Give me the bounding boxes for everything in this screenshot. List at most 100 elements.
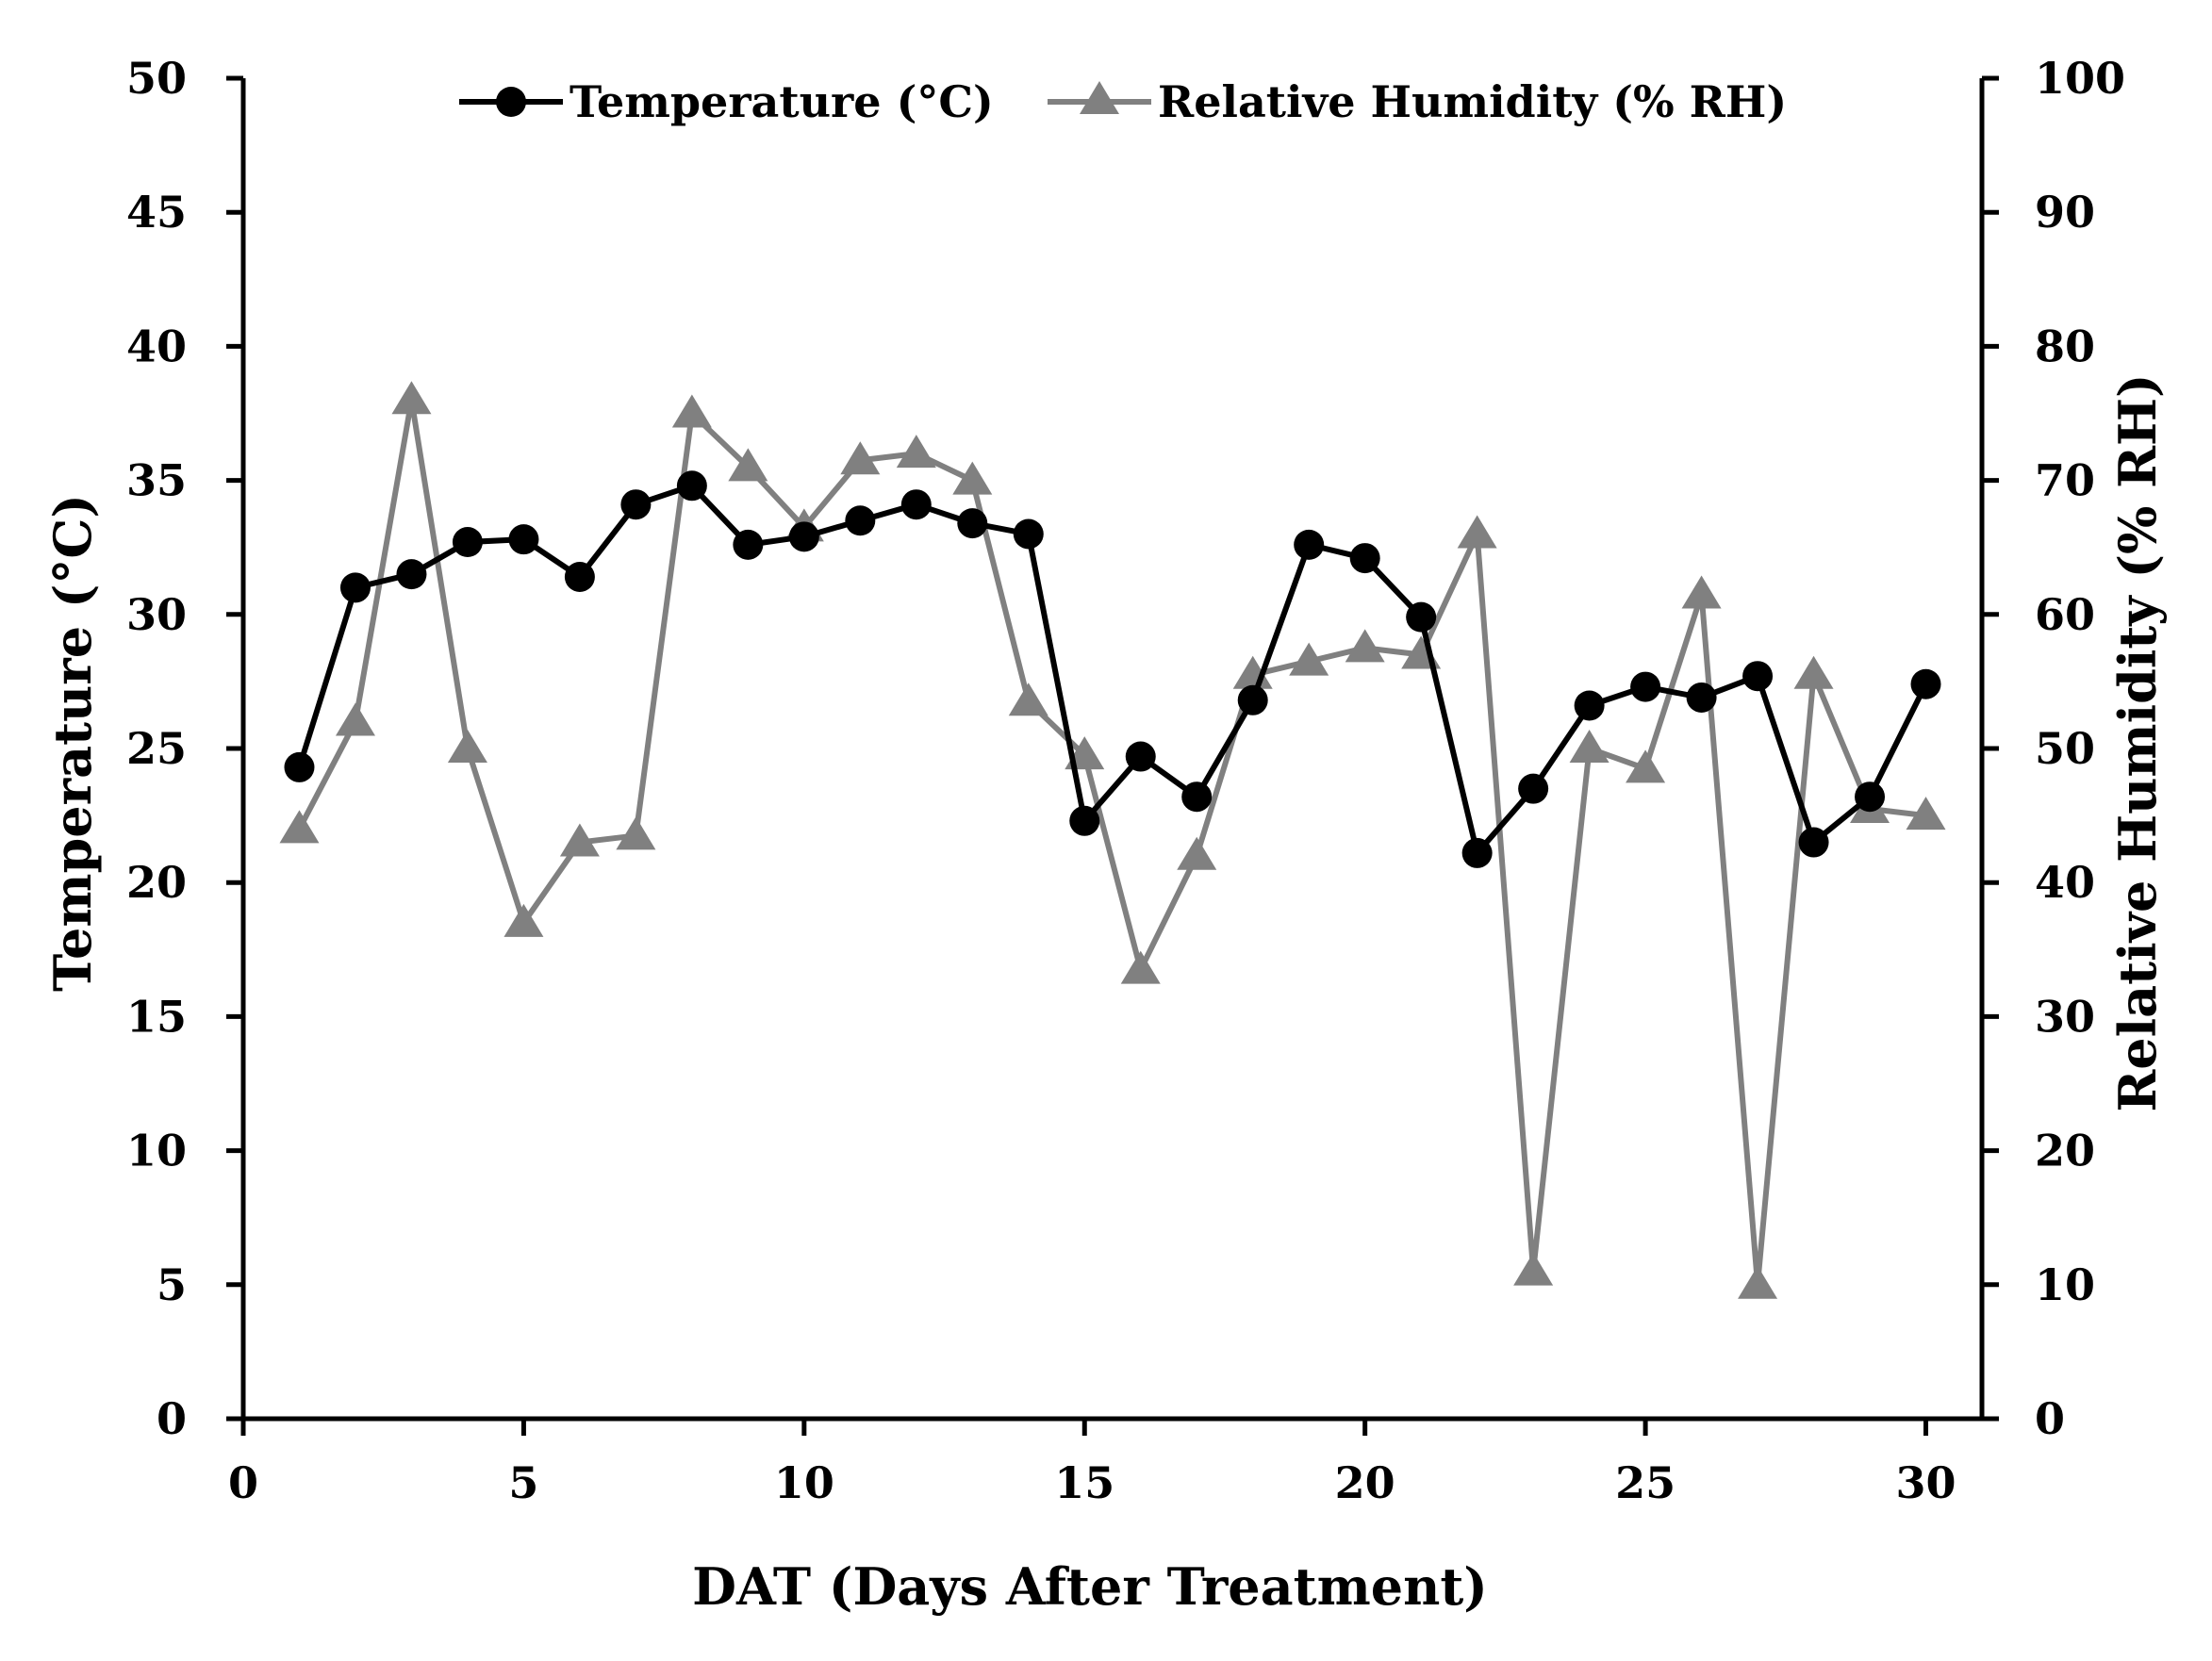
y2-tick-label: 80 (2035, 321, 2095, 371)
data-point (1294, 529, 1325, 560)
data-point (1177, 836, 1217, 870)
legend-item-humidity: Relative Humidity (% RH) (1048, 76, 1787, 127)
data-point (508, 524, 539, 555)
data-point (1906, 797, 1946, 830)
series-line (296, 483, 1929, 856)
series-humidity (279, 381, 1946, 1299)
data-point (1013, 518, 1044, 550)
y-tick-label: 35 (126, 455, 187, 506)
x-tick-label: 0 (228, 1457, 258, 1508)
data-point (452, 527, 483, 558)
data-point (733, 529, 764, 560)
y2-tick-label: 60 (2035, 589, 2095, 640)
y2-tick-label: 70 (2035, 455, 2095, 506)
data-point (788, 521, 819, 552)
data-point (396, 559, 427, 590)
data-point (1686, 682, 1717, 713)
data-point (620, 489, 652, 520)
y-tick-label: 20 (126, 857, 187, 908)
data-point (1120, 950, 1161, 984)
y2-tick-label: 40 (2035, 857, 2095, 908)
data-point (335, 702, 375, 736)
y-tick-label: 15 (126, 991, 187, 1042)
x-tick-label: 5 (508, 1457, 538, 1508)
y-tick-label: 50 (126, 53, 187, 104)
data-point (503, 903, 544, 937)
data-point (1738, 1265, 1778, 1299)
data-point (1349, 543, 1380, 574)
series-temperature (284, 470, 1941, 868)
data-point (1237, 684, 1268, 715)
data-point (1289, 642, 1329, 676)
data-point (1798, 827, 1829, 858)
data-point (1630, 671, 1661, 702)
x-tick-label: 30 (1896, 1457, 1956, 1508)
data-point (840, 441, 881, 475)
legend-item-temperature: Temperature (°C) (459, 76, 994, 127)
data-point (1626, 749, 1666, 783)
data-point (671, 394, 712, 428)
x-tick-label: 15 (1054, 1457, 1114, 1508)
data-point (1345, 629, 1385, 663)
axes (240, 78, 1985, 1422)
x-tick-label: 10 (774, 1457, 834, 1508)
y2-tick-label: 0 (2035, 1393, 2065, 1444)
x-tick-label: 25 (1615, 1457, 1676, 1508)
data-point (845, 505, 876, 536)
data-point (952, 461, 993, 495)
data-point (616, 816, 656, 850)
legend-label: Temperature (°C) (570, 76, 994, 127)
series (279, 381, 1946, 1299)
data-point (1742, 661, 1774, 692)
y2-tick-label: 90 (2035, 187, 2095, 238)
data-point (1008, 682, 1048, 716)
data-point (1910, 668, 1941, 699)
data-point (1569, 730, 1609, 763)
data-point (391, 381, 432, 415)
data-point (284, 751, 315, 782)
data-point (1461, 837, 1493, 868)
y-tick-label: 45 (126, 187, 187, 238)
y-tick-label: 5 (157, 1259, 187, 1310)
data-point (339, 572, 371, 603)
data-point (1069, 805, 1100, 836)
data-point (447, 730, 487, 763)
y-tick-label: 25 (126, 723, 187, 774)
legend-marker-circle (496, 87, 526, 117)
data-point (1181, 781, 1213, 813)
data-point (1513, 1252, 1554, 1286)
data-point (728, 448, 768, 482)
series-line (296, 397, 1926, 1288)
y2-tick-label: 20 (2035, 1126, 2095, 1176)
data-point (900, 489, 932, 520)
data-point (279, 810, 320, 844)
y2-tick-label: 100 (2035, 53, 2125, 104)
y2-axis-title: Relative Humidity (% RH) (2107, 373, 2168, 1111)
x-axis-title: DAT (Days After Treatment) (692, 1556, 1488, 1617)
data-point (564, 561, 595, 592)
data-point (1125, 741, 1156, 772)
y2-tick-label: 30 (2035, 991, 2095, 1042)
y-tick-label: 10 (126, 1126, 187, 1176)
y-tick-label: 30 (126, 589, 187, 640)
data-point (676, 470, 707, 502)
legend: Temperature (°C) Relative Humidity (% RH) (459, 76, 1787, 127)
y2-tick-label: 10 (2035, 1259, 2095, 1310)
y-tick-label: 40 (126, 321, 187, 371)
data-point (1574, 690, 1605, 721)
data-point (1406, 601, 1437, 633)
data-point (1518, 773, 1549, 804)
data-point (896, 435, 936, 469)
x-tick-label: 20 (1335, 1457, 1395, 1508)
data-point (1457, 515, 1497, 549)
data-point (957, 508, 988, 539)
y2-tick-label: 50 (2035, 723, 2095, 774)
legend-marker-triangle (1080, 81, 1119, 114)
data-point (559, 823, 600, 857)
y-tick-label: 0 (157, 1393, 187, 1444)
data-point (1793, 655, 1834, 689)
legend-label: Relative Humidity (% RH) (1158, 76, 1787, 127)
y-axis-title: Temperature (°C) (42, 494, 103, 992)
